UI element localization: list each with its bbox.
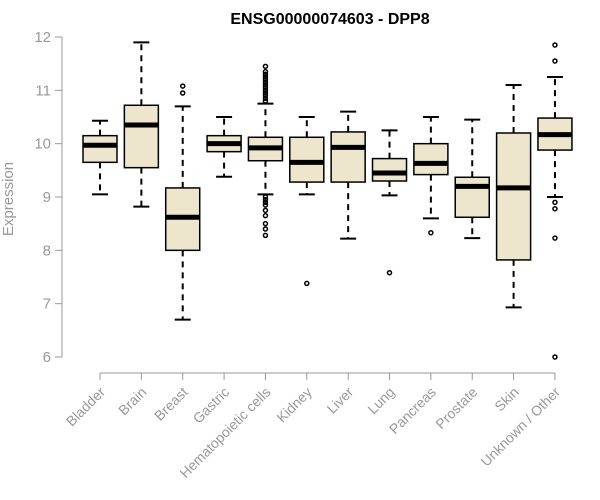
box-group bbox=[247, 63, 284, 239]
y-tick-label: 8 bbox=[43, 242, 51, 259]
outlier-point bbox=[262, 199, 269, 206]
outlier-point bbox=[262, 87, 269, 94]
box-iqr bbox=[330, 131, 366, 183]
outlier-point bbox=[428, 229, 434, 236]
outlier-point bbox=[552, 235, 558, 241]
outlier-point bbox=[262, 196, 269, 203]
box-group bbox=[82, 119, 118, 196]
outlier-point bbox=[262, 63, 269, 70]
box-group bbox=[454, 118, 490, 240]
box-iqr bbox=[371, 157, 408, 182]
outlier-point bbox=[262, 194, 269, 200]
outlier-point bbox=[262, 226, 269, 232]
outlier-point bbox=[552, 58, 558, 64]
x-tick-label: Lung bbox=[364, 384, 397, 417]
y-tick-label: 11 bbox=[35, 82, 51, 99]
y-tick-label: 12 bbox=[34, 29, 51, 46]
box-group bbox=[330, 110, 366, 240]
y-tick-label: 7 bbox=[43, 296, 51, 313]
outlier-point bbox=[262, 68, 269, 75]
outlier-point bbox=[262, 220, 269, 227]
outlier-point bbox=[262, 207, 269, 214]
box-iqr bbox=[82, 134, 118, 164]
outlier-point bbox=[262, 232, 269, 239]
x-tick-label: Unknown / Other bbox=[477, 384, 563, 470]
outlier-point bbox=[552, 354, 558, 360]
outlier-point bbox=[262, 82, 269, 88]
outlier-point bbox=[262, 71, 269, 78]
box-iqr bbox=[123, 104, 160, 169]
outlier-point bbox=[179, 90, 186, 96]
x-tick-label: Brain bbox=[115, 384, 149, 418]
outlier-point bbox=[552, 42, 558, 48]
y-axis: 6 7 8 9 10 11 12 bbox=[34, 29, 63, 366]
outlier-point bbox=[262, 79, 269, 86]
box-group bbox=[206, 116, 242, 178]
outlier-point bbox=[262, 92, 269, 99]
box-iqr bbox=[454, 176, 490, 219]
outlier-point bbox=[262, 74, 269, 80]
outlier-point bbox=[179, 83, 186, 89]
box-group bbox=[495, 84, 532, 309]
box-group bbox=[164, 83, 201, 321]
box-group bbox=[413, 116, 449, 236]
x-tick-label: Liver bbox=[324, 384, 357, 417]
outlier-point bbox=[552, 199, 558, 206]
y-tick-label: 10 bbox=[34, 136, 51, 153]
box-iqr bbox=[495, 132, 532, 261]
outlier-point bbox=[552, 205, 558, 212]
boxes-layer bbox=[82, 41, 573, 360]
y-tick-label: 6 bbox=[43, 349, 51, 366]
outlier-point bbox=[304, 280, 310, 287]
box-group bbox=[537, 42, 573, 360]
outlier-point bbox=[262, 202, 269, 208]
outlier-point bbox=[386, 269, 393, 276]
outlier-point bbox=[262, 98, 269, 104]
y-tick-label: 9 bbox=[43, 189, 51, 206]
box-iqr bbox=[413, 142, 449, 176]
y-axis-label: Expression bbox=[0, 162, 17, 236]
box-iqr bbox=[289, 136, 325, 183]
x-tick-label: Breast bbox=[151, 384, 191, 424]
outlier-point bbox=[262, 212, 269, 219]
outlier-point bbox=[262, 90, 269, 96]
outlier-point bbox=[262, 84, 269, 91]
box-group bbox=[123, 41, 160, 208]
chart-title: ENSG00000074603 - DPP8 bbox=[230, 11, 429, 28]
x-tick-label: Skin bbox=[491, 384, 522, 415]
x-tick-label: Prostate bbox=[432, 384, 480, 432]
x-tick-label: Bladder bbox=[63, 384, 109, 430]
box-group bbox=[371, 129, 408, 276]
outlier-point bbox=[262, 95, 269, 102]
x-tick-label: Kidney bbox=[273, 384, 315, 426]
box-group bbox=[289, 116, 325, 287]
outlier-point bbox=[262, 76, 269, 83]
